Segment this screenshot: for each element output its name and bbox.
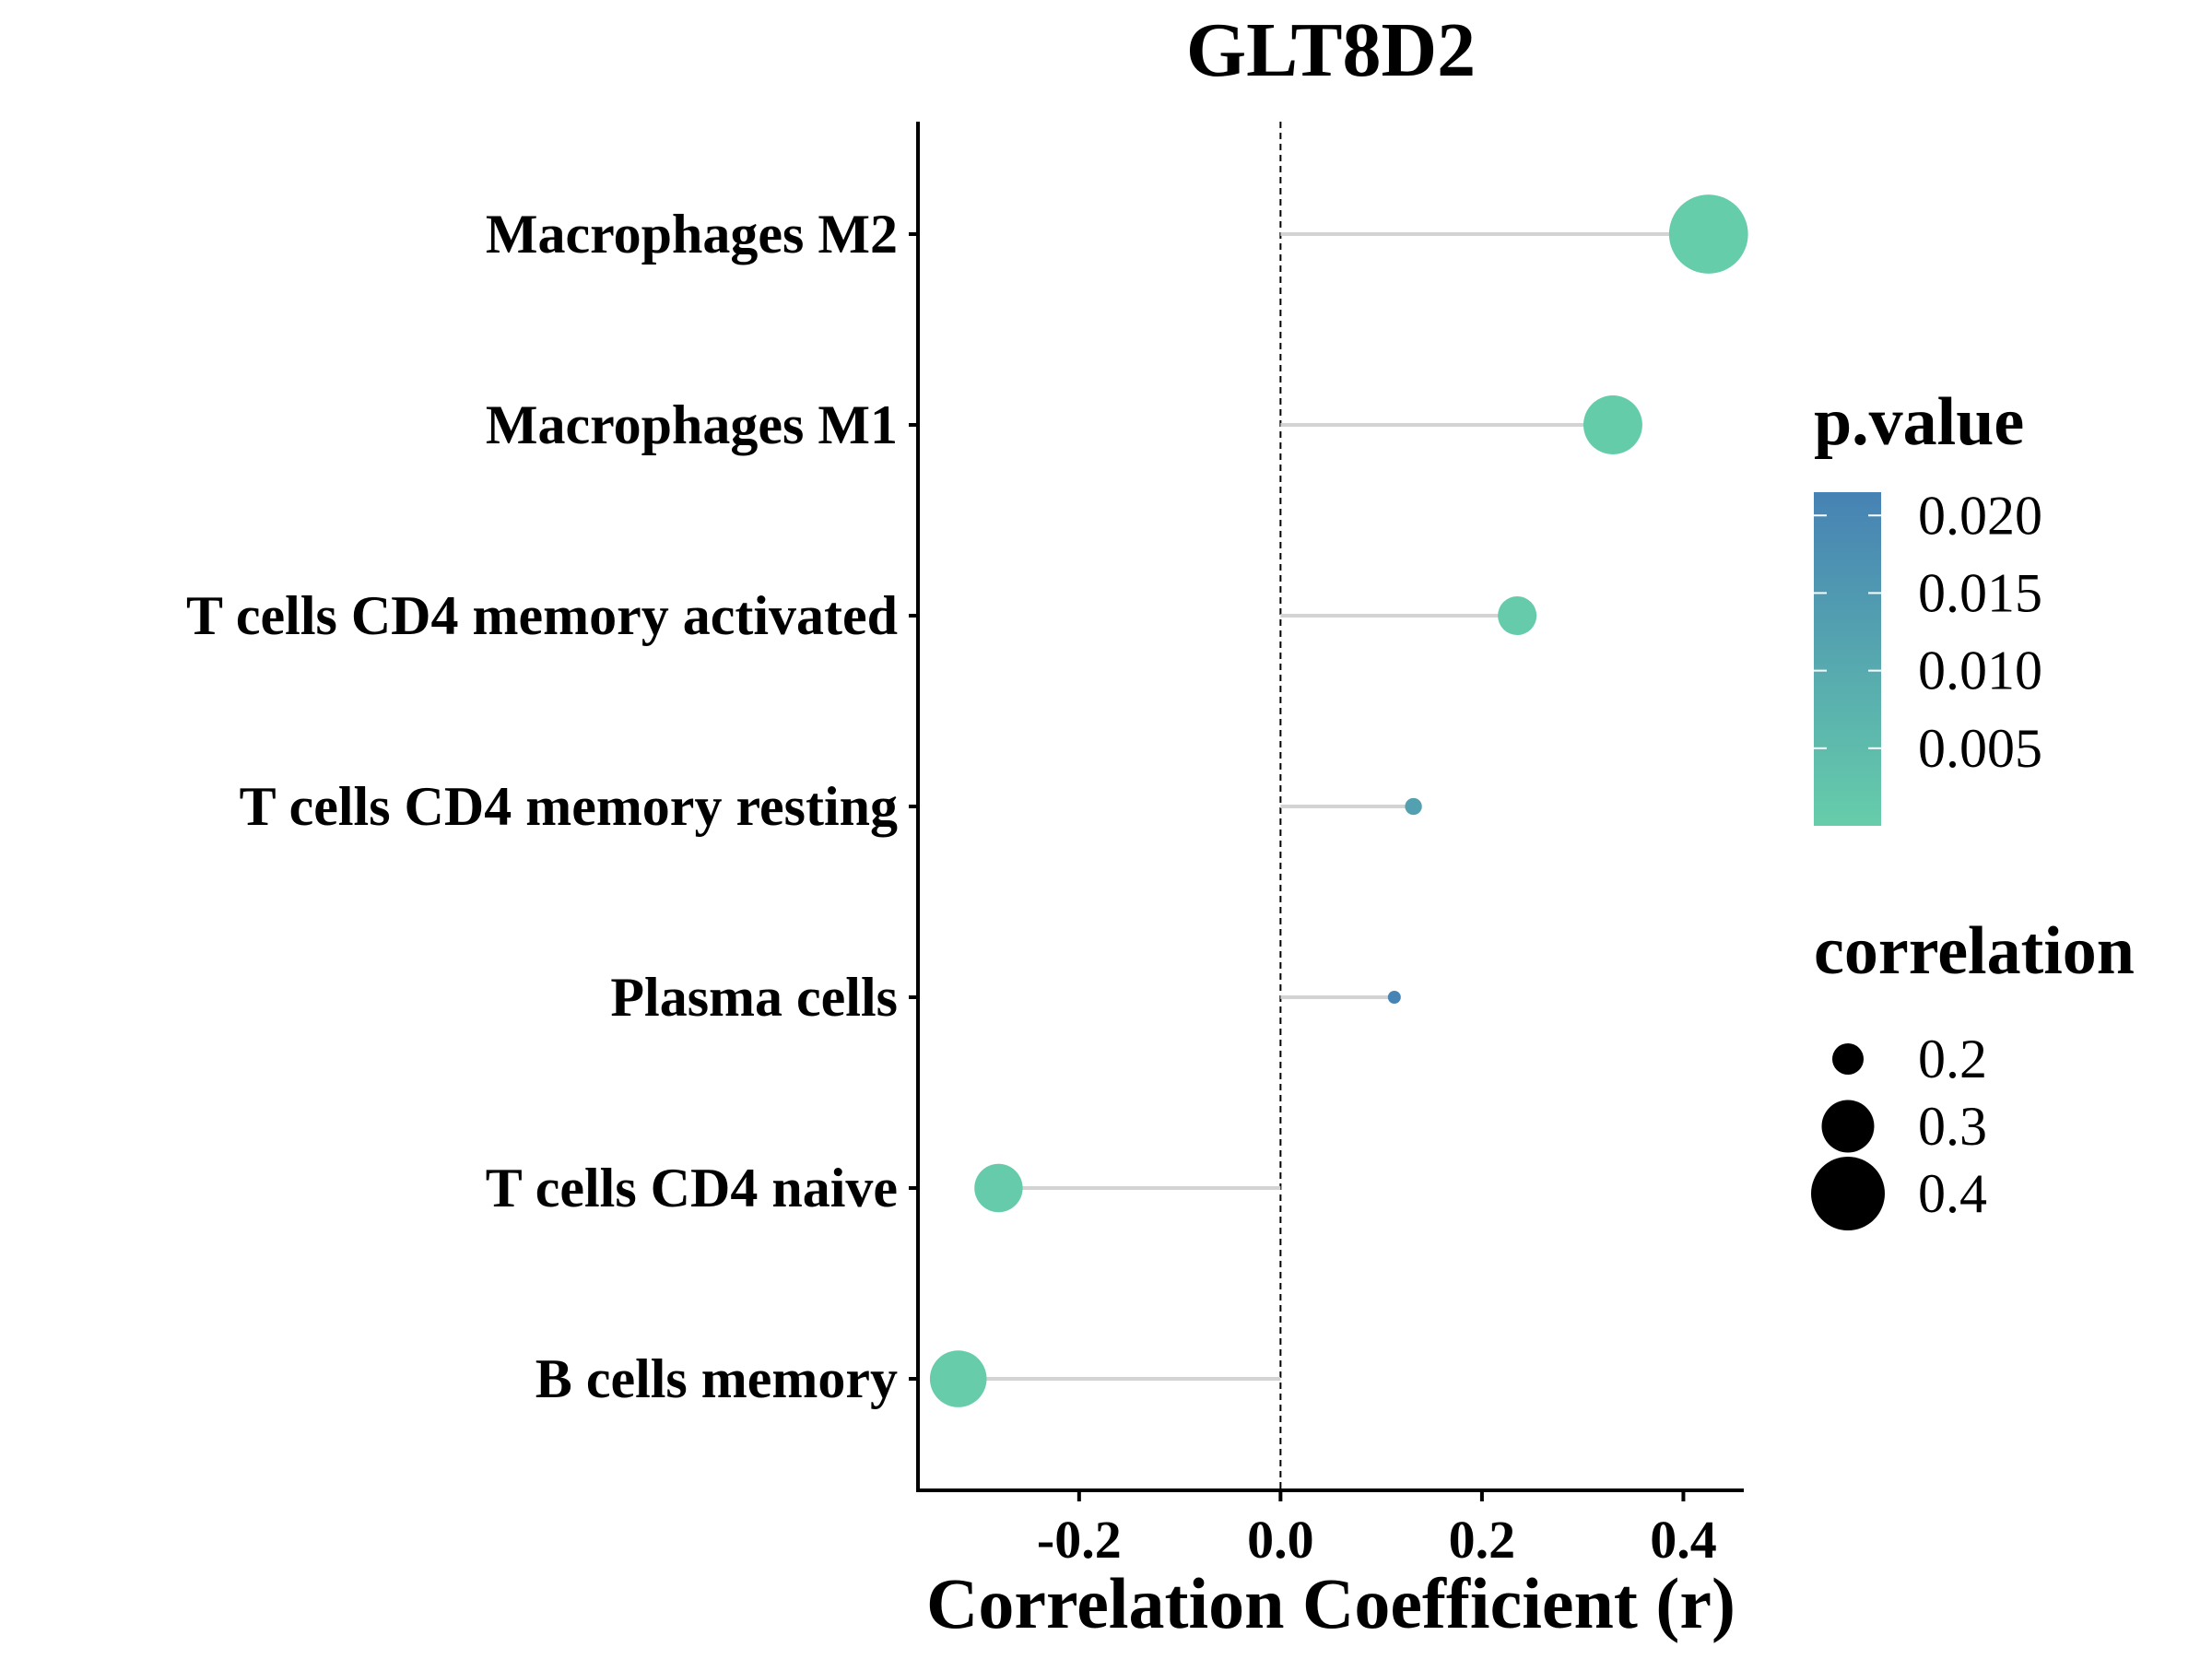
- y-tick-label: Macrophages M2: [486, 204, 898, 265]
- colorbar-tick-label: 0.020: [1918, 485, 2042, 546]
- x-axis: -0.2 0.0 0.2 0.4: [1037, 1490, 1717, 1570]
- y-tick-label: B cells memory: [535, 1348, 898, 1409]
- lollipop-point: [1583, 395, 1642, 454]
- y-tick-label: T cells CD4 memory resting: [240, 776, 898, 837]
- lollipop-point: [1405, 797, 1422, 816]
- x-tick-label: -0.2: [1037, 1510, 1122, 1570]
- size-legend-title: correlation: [1814, 913, 2135, 989]
- colorbar-tick-label: 0.005: [1918, 718, 2042, 779]
- size-legend: correlation 0.2 0.30.4: [1811, 913, 2135, 1230]
- lollipop-point: [974, 1163, 1023, 1213]
- lollipop-point: [929, 1350, 987, 1407]
- y-tick-label: T cells CD4 memory activated: [186, 585, 898, 646]
- x-axis-label: Correlation Coefficient (r): [926, 1563, 1735, 1643]
- chart-title: GLT8D2: [1186, 7, 1476, 93]
- size-legend-label: 0.4: [1918, 1163, 1987, 1224]
- size-legend-key: [1832, 1043, 1864, 1075]
- x-tick-label: 0.4: [1650, 1510, 1717, 1570]
- lollipop-point: [1387, 991, 1401, 1004]
- lollipop-point: [1668, 194, 1748, 274]
- y-tick-label: Plasma cells: [610, 967, 898, 1028]
- x-tick-label: 0.0: [1247, 1510, 1314, 1570]
- size-legend-key: [1811, 1157, 1885, 1230]
- lollipop-point: [1498, 595, 1537, 636]
- x-tick-label: 0.2: [1449, 1510, 1516, 1570]
- color-legend: p.value 0.020 0.015 0.010 0.005: [1814, 384, 2042, 826]
- size-legend-key: [1821, 1100, 1875, 1153]
- colorbar-tick-label: 0.010: [1918, 641, 2042, 701]
- plot-area: [929, 122, 1748, 1490]
- color-legend-colorbar: [1814, 492, 1881, 826]
- color-legend-title: p.value: [1814, 384, 2024, 460]
- colorbar-tick-label: 0.015: [1918, 562, 2042, 623]
- size-legend-label: 0.2: [1918, 1029, 1987, 1089]
- y-axis: Macrophages M2 Macrophages M1 T cells CD4 …: [186, 204, 918, 1409]
- size-legend-label: 0.3: [1918, 1096, 1987, 1157]
- y-tick-label: Macrophages M1: [486, 394, 898, 455]
- y-tick-label: T cells CD4 naive: [486, 1158, 898, 1218]
